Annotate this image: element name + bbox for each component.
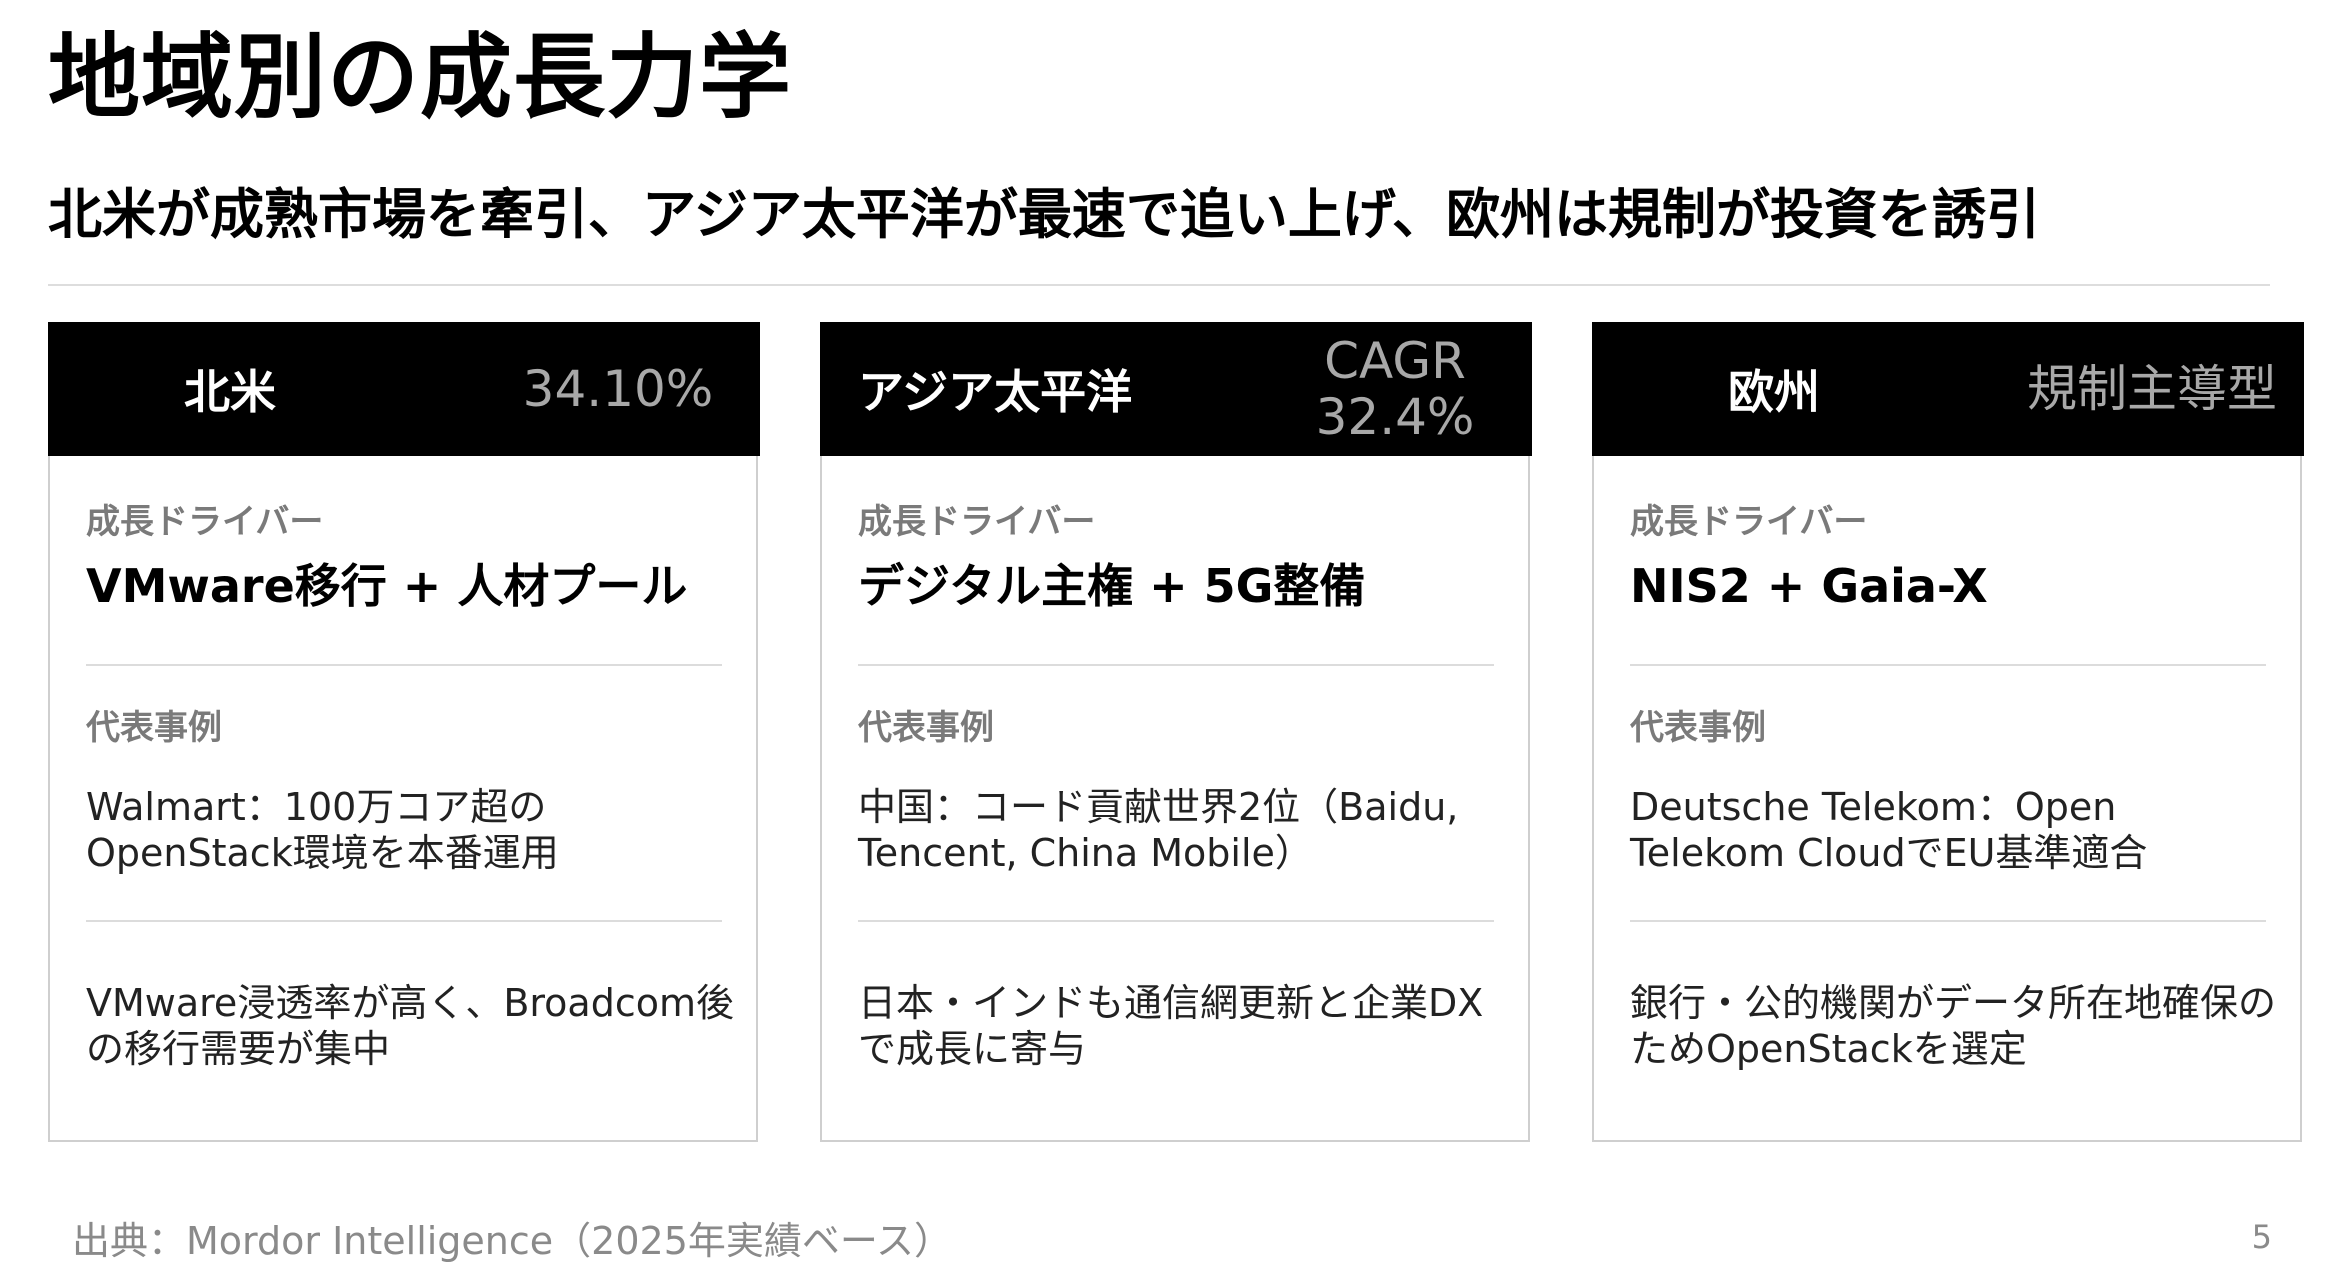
example-label: 代表事例	[858, 708, 994, 748]
page-title: 地域別の成長力学	[48, 24, 793, 131]
region-name: 北米	[184, 365, 276, 419]
source-citation: 出典：Mordor Intelligence（2025年実績ベース）	[72, 1219, 952, 1263]
page-subtitle: 北米が成熟市場を牽引、アジア太平洋が最速で追い上げ、欧州は規制が投資を誘引	[48, 183, 2041, 246]
market-note: VMware浸透率が高く、Broadcom後の移行需要が集中	[86, 981, 734, 1071]
growth-driver: デジタル主権 + 5G整備	[858, 559, 1366, 613]
example-label: 代表事例	[1630, 708, 1766, 748]
header-divider	[48, 284, 2270, 286]
region-card-asia-pacific: アジア太平洋 CAGR 32.4% 成長ドライバー デジタル主権 + 5G整備 …	[820, 322, 1532, 1142]
growth-driver: NIS2 + Gaia-X	[1630, 559, 1988, 613]
region-metric: CAGR 32.4%	[1315, 332, 1475, 446]
region-name: 欧州	[1728, 365, 1820, 419]
page-number: 5	[2251, 1218, 2272, 1256]
section-divider	[86, 920, 722, 922]
region-card-europe: 欧州 規制主導型 成長ドライバー NIS2 + Gaia-X 代表事例 Deut…	[1592, 322, 2304, 1142]
card-header: アジア太平洋 CAGR 32.4%	[820, 322, 1532, 456]
section-divider	[858, 664, 1494, 666]
driver-label: 成長ドライバー	[1630, 502, 1868, 542]
market-note: 日本・インドも通信網更新と企業DXで成長に寄与	[858, 981, 1484, 1071]
case-example: Deutsche Telekom：Open Telekom CloudでEU基準…	[1630, 785, 2148, 875]
driver-label: 成長ドライバー	[86, 502, 324, 542]
region-name: アジア太平洋	[858, 365, 1133, 419]
example-label: 代表事例	[86, 708, 222, 748]
region-card-north-america: 北米 34.10% 成長ドライバー VMware移行 + 人材プール 代表事例 …	[48, 322, 760, 1142]
region-metric: 規制主導型	[2027, 360, 2277, 418]
section-divider	[858, 920, 1494, 922]
case-example: 中国：コード貢献世界2位（Baidu, Tencent, China Mobil…	[858, 785, 1459, 875]
card-header: 北米 34.10%	[48, 322, 760, 456]
section-divider	[1630, 920, 2266, 922]
card-header: 欧州 規制主導型	[1592, 322, 2304, 456]
driver-label: 成長ドライバー	[858, 502, 1096, 542]
region-metric: 34.10%	[522, 360, 714, 418]
market-note: 銀行・公的機関がデータ所在地確保のためOpenStackを選定	[1630, 981, 2277, 1071]
section-divider	[1630, 664, 2266, 666]
case-example: Walmart：100万コア超のOpenStack環境を本番運用	[86, 785, 559, 875]
growth-driver: VMware移行 + 人材プール	[86, 559, 688, 613]
section-divider	[86, 664, 722, 666]
